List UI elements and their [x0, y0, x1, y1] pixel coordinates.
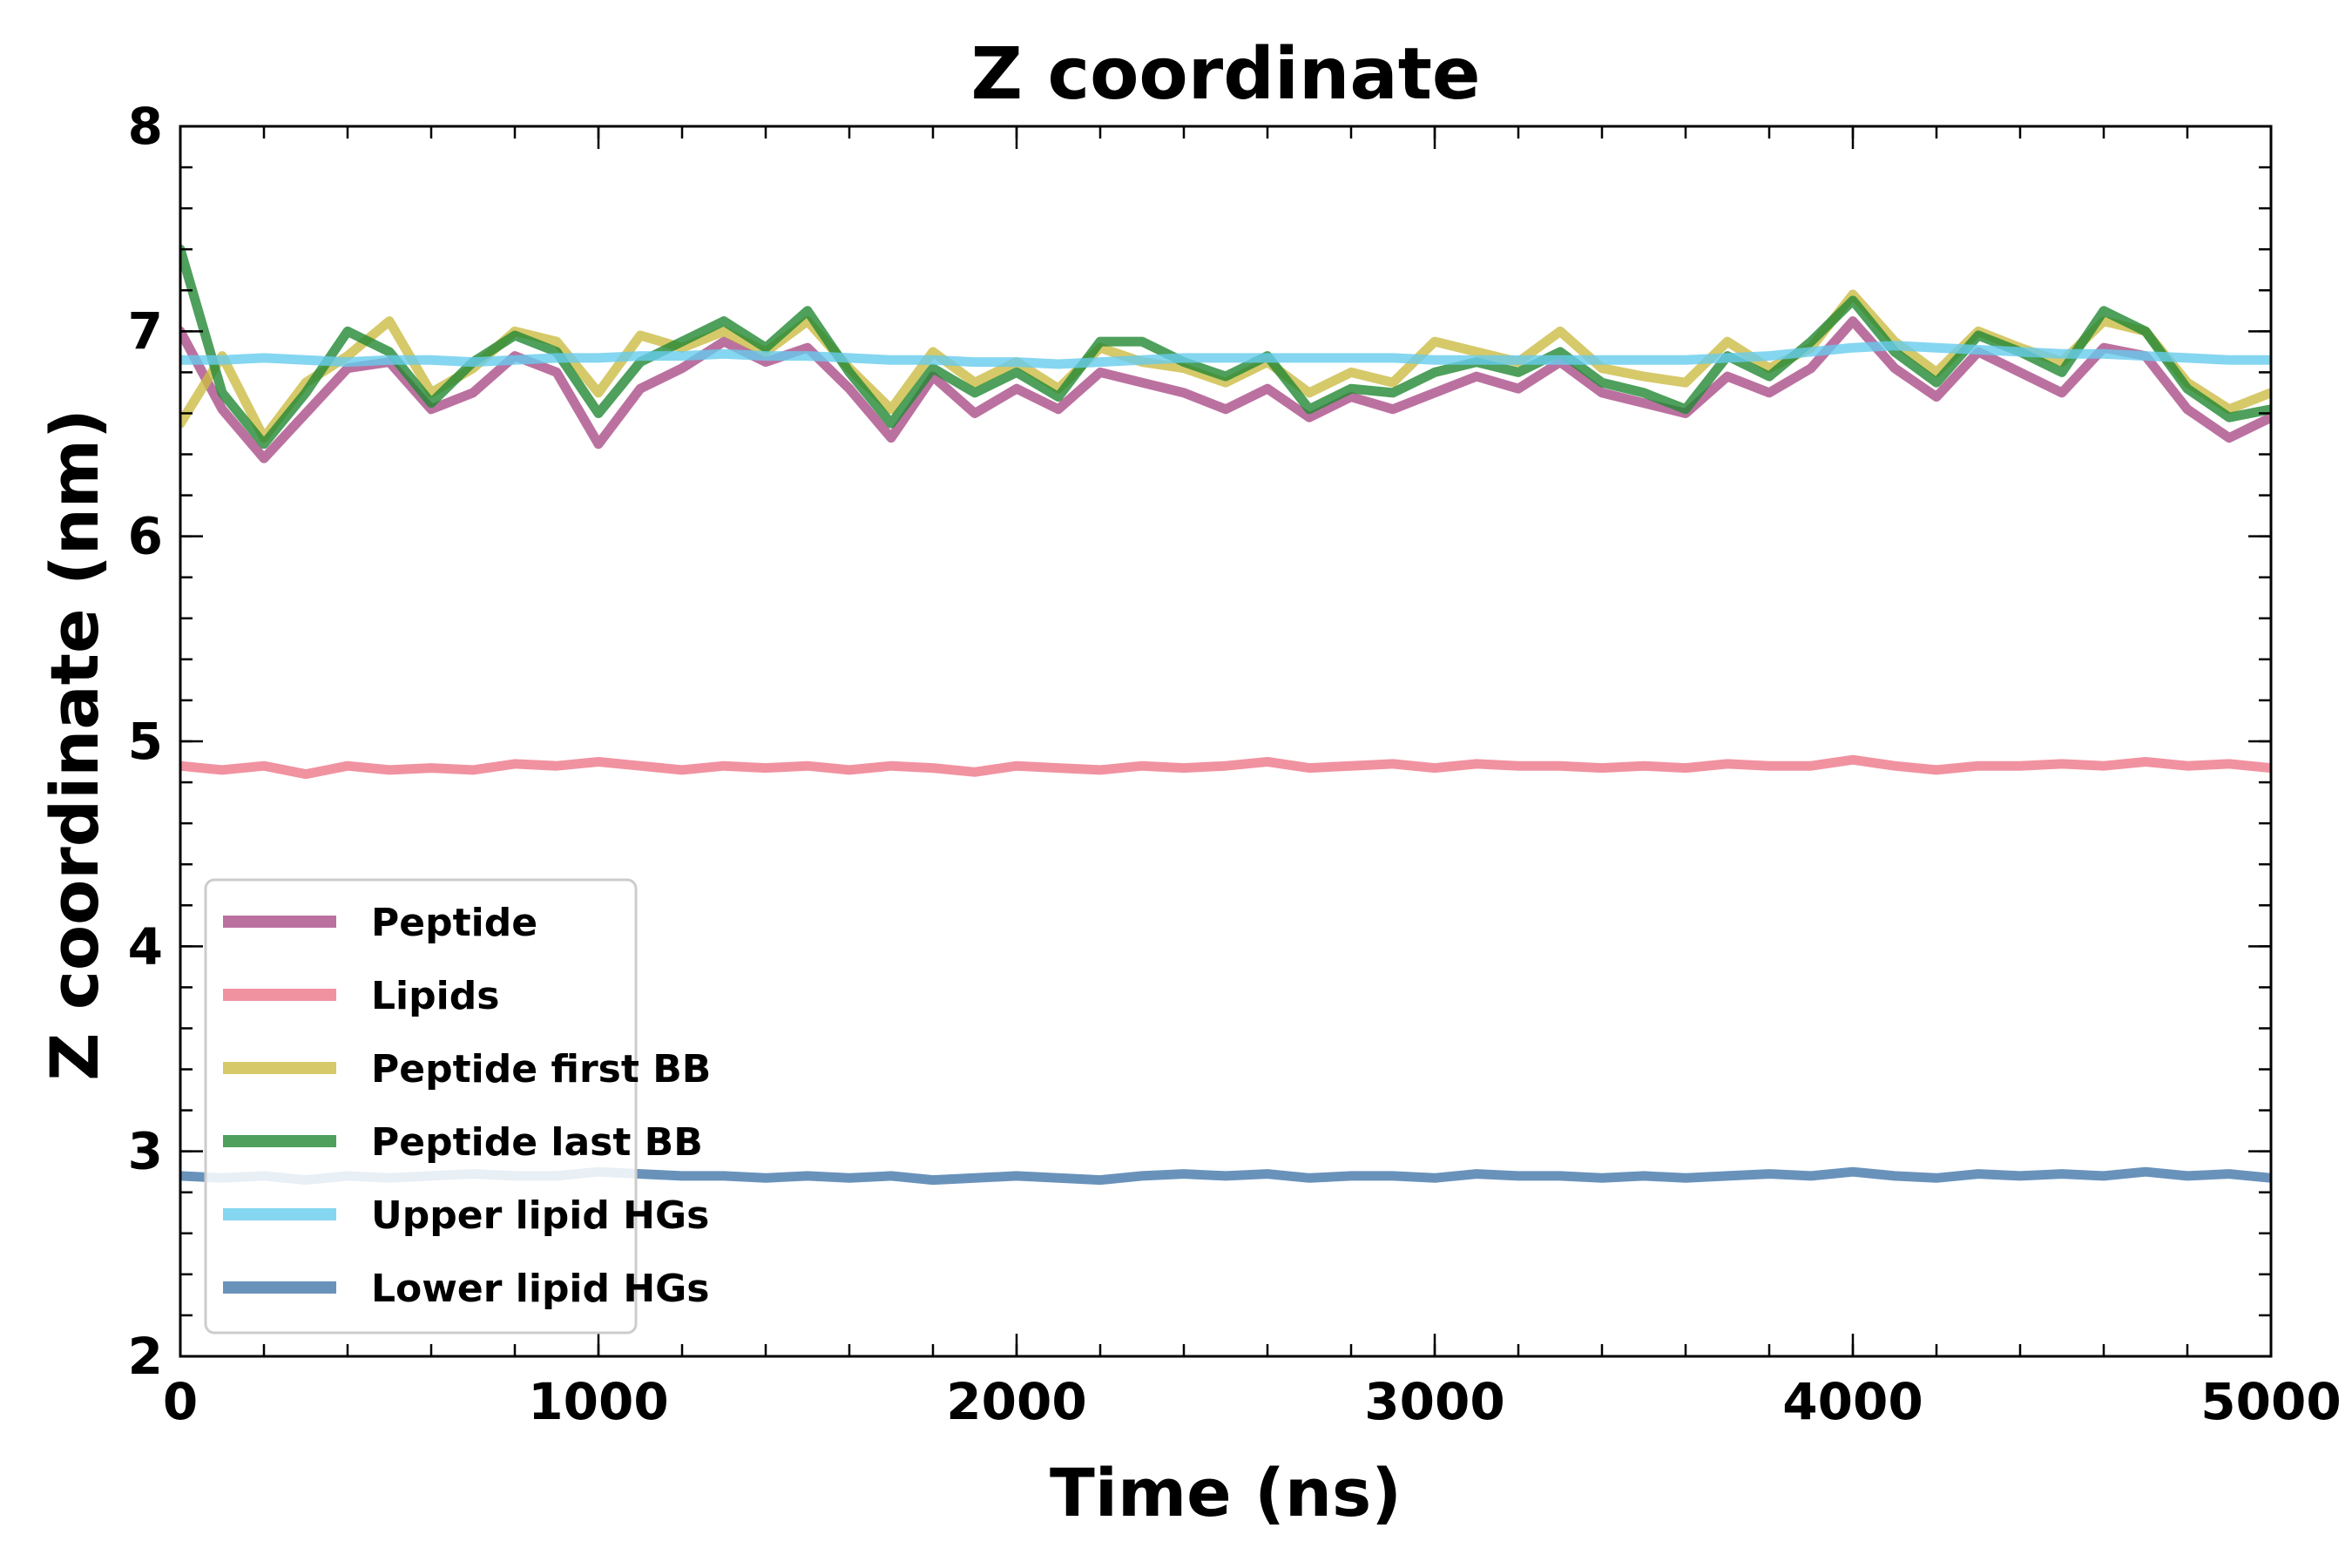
legend-label: Peptide first BB: [371, 1047, 711, 1092]
y-tick-label: 8: [128, 97, 163, 156]
chart-title: Z coordinate: [970, 33, 1480, 116]
y-axis-label: Z coordinate (nm): [36, 409, 113, 1080]
y-tick-label: 4: [128, 916, 163, 976]
plot-frame: [179, 125, 2273, 1358]
y-tick-label: 3: [128, 1122, 163, 1181]
x-axis-label: Time (ns): [1050, 1454, 1402, 1531]
legend-label: Lower lipid HGs: [371, 1267, 709, 1311]
plot-area: [180, 244, 2271, 1186]
y-tick-label: 7: [128, 301, 163, 361]
x-tick-label: 3000: [1364, 1372, 1504, 1431]
series-line-peptide-first-bb: [180, 289, 2271, 443]
y-tick-label: 2: [128, 1327, 163, 1386]
series-line-peptide-last-bb: [180, 244, 2271, 449]
legend-label: Peptide last BB: [371, 1120, 703, 1165]
x-tick-label: 1000: [528, 1372, 668, 1431]
legend-label: Lipids: [371, 974, 499, 1018]
legend-label: Peptide: [371, 901, 537, 945]
legend-label: Upper lipid HGs: [371, 1193, 709, 1238]
x-tick-label: 5000: [2200, 1372, 2341, 1431]
series-line-upper-lipid-hgs: [180, 341, 2271, 369]
legend-box: [204, 878, 638, 1335]
legend: Peptide Lipids Peptide first BB Peptide las…: [204, 878, 711, 1335]
x-tick-label: 0: [163, 1372, 198, 1431]
x-tick-label: 2000: [946, 1372, 1086, 1431]
y-tick-label: 6: [128, 507, 163, 566]
series-line-lipids: [180, 754, 2271, 780]
x-tick-label: 4000: [1782, 1372, 1923, 1431]
axis-ticks: 0 1000 2000 3000 4000 5000 2 3 4 5 6 7 8: [128, 97, 2342, 1431]
y-tick-label: 5: [128, 712, 163, 771]
